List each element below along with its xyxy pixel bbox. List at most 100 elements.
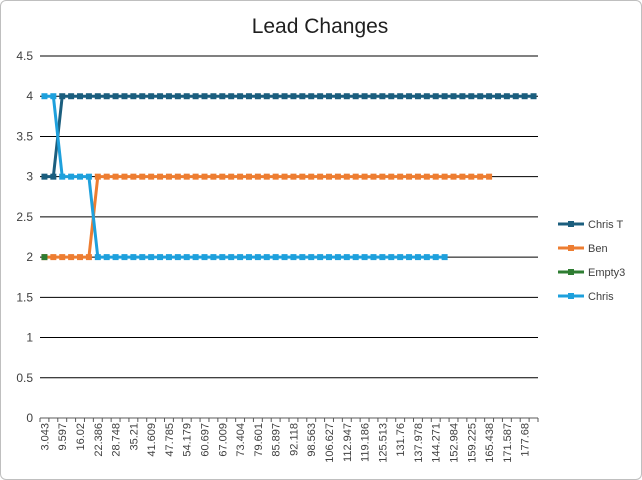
data-point <box>192 93 199 100</box>
x-tick-label: 137.978 <box>413 423 425 463</box>
data-point <box>414 254 421 261</box>
data-point <box>281 173 288 180</box>
data-point <box>308 93 315 100</box>
data-point <box>361 254 368 261</box>
data-point <box>477 173 484 180</box>
data-point <box>334 173 341 180</box>
legend-item: Chris T <box>558 219 624 231</box>
data-point <box>139 173 146 180</box>
data-point <box>121 254 128 261</box>
x-tick-label: 22.386 <box>93 423 105 457</box>
data-point <box>254 93 261 100</box>
series-chris-t <box>41 93 537 180</box>
data-point <box>361 93 368 100</box>
x-tick-label: 152.984 <box>449 423 461 463</box>
data-point <box>326 173 333 180</box>
series-ben <box>41 173 493 261</box>
y-tick-label: 2.5 <box>16 210 33 224</box>
data-point <box>326 254 333 261</box>
data-point <box>530 93 537 100</box>
data-point <box>165 173 172 180</box>
x-tick-label: 125.513 <box>377 423 389 463</box>
data-point <box>317 93 324 100</box>
data-point <box>263 173 270 180</box>
data-point <box>210 254 217 261</box>
data-point <box>50 254 57 261</box>
data-point <box>432 173 439 180</box>
data-point <box>148 173 155 180</box>
x-tick-label: 79.601 <box>253 423 265 457</box>
gridlines <box>40 55 538 419</box>
x-tick-label: 28.748 <box>111 423 123 457</box>
data-point <box>41 93 48 100</box>
data-point <box>112 254 119 261</box>
legend-swatch-marker <box>568 221 574 227</box>
y-tick-label: 2 <box>26 250 33 264</box>
data-point <box>370 173 377 180</box>
data-point <box>174 254 181 261</box>
x-tick-label: 119.186 <box>360 423 372 462</box>
data-point <box>299 254 306 261</box>
data-point <box>174 173 181 180</box>
data-point <box>254 254 261 261</box>
data-point <box>370 93 377 100</box>
data-point <box>379 254 386 261</box>
data-point <box>308 254 315 261</box>
data-point <box>157 93 164 100</box>
data-point <box>192 254 199 261</box>
data-point <box>77 173 84 180</box>
y-tick-label: 1 <box>26 331 33 345</box>
legend-item: Chris <box>558 291 614 303</box>
y-tick-label: 0.5 <box>16 371 33 385</box>
data-point <box>130 254 137 261</box>
data-point <box>432 93 439 100</box>
data-point <box>94 173 101 180</box>
data-point <box>352 93 359 100</box>
x-tick-label: 3.043 <box>39 423 51 451</box>
data-point <box>68 254 75 261</box>
data-point <box>245 173 252 180</box>
data-point <box>521 93 528 100</box>
data-point <box>219 93 226 100</box>
data-point <box>103 254 110 261</box>
data-point <box>379 93 386 100</box>
legend-swatch-marker <box>568 269 574 275</box>
data-point <box>388 93 395 100</box>
data-point <box>228 173 235 180</box>
data-point <box>139 254 146 261</box>
data-point <box>219 173 226 180</box>
data-point <box>237 173 244 180</box>
x-tick-label: 41.609 <box>146 423 158 457</box>
data-point <box>183 93 190 100</box>
data-point <box>85 93 92 100</box>
x-axis <box>39 417 539 422</box>
legend-label: Empty3 <box>588 267 625 279</box>
legend: Chris T Ben Empty3 Chris <box>558 219 625 303</box>
x-tick-label: 98.563 <box>306 423 318 457</box>
data-point <box>121 93 128 100</box>
data-point <box>290 254 297 261</box>
data-point <box>290 93 297 100</box>
data-point <box>94 254 101 261</box>
y-tick-label: 4.5 <box>16 49 33 63</box>
x-tick-label: 106.627 <box>324 423 336 463</box>
data-point <box>219 254 226 261</box>
legend-label: Ben <box>588 243 608 255</box>
legend-swatch-marker <box>568 245 574 251</box>
data-point <box>157 173 164 180</box>
data-point <box>352 173 359 180</box>
data-point <box>192 173 199 180</box>
data-point <box>201 254 208 261</box>
data-point <box>210 173 217 180</box>
series-line <box>44 94 445 259</box>
data-point <box>85 254 92 261</box>
data-point <box>441 254 448 261</box>
data-point <box>130 173 137 180</box>
data-point <box>352 254 359 261</box>
data-point <box>450 173 457 180</box>
data-point <box>343 93 350 100</box>
data-point <box>254 173 261 180</box>
data-point <box>50 173 57 180</box>
y-tick-label: 3 <box>26 170 33 184</box>
data-point <box>281 93 288 100</box>
